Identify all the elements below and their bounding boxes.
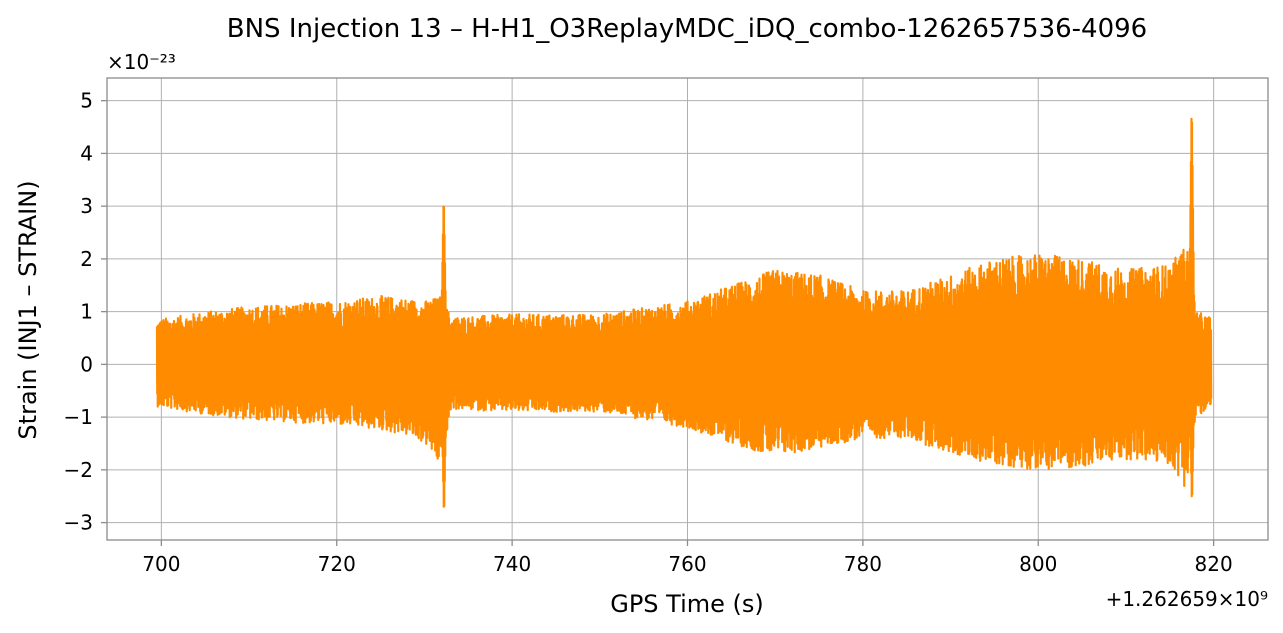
y-scale-multiplier: ×10⁻²³: [107, 50, 176, 74]
y-axis-ticks: −3 −2 −1 0 1 2 3 4 5: [64, 89, 107, 535]
y-tick-label: −2: [64, 458, 93, 482]
x-tick-label: 740: [493, 552, 531, 576]
x-offset-label: +1.262659×10⁹: [1106, 587, 1268, 611]
x-axis-label: GPS Time (s): [610, 590, 764, 618]
y-tick-label: −1: [64, 405, 93, 429]
x-tick-label: 800: [1019, 552, 1057, 576]
x-tick-label: 720: [318, 552, 356, 576]
chart-title: BNS Injection 13 – H-H1_O3ReplayMDC_iDQ_…: [227, 14, 1147, 44]
x-tick-label: 820: [1195, 552, 1233, 576]
series-line-strain: [155, 117, 1213, 508]
y-tick-label: 1: [80, 300, 93, 324]
series-layer: [155, 117, 1213, 508]
y-tick-label: 5: [80, 89, 93, 113]
y-tick-label: 3: [80, 194, 93, 218]
y-tick-label: 0: [80, 352, 93, 376]
y-tick-label: 4: [80, 141, 93, 165]
y-tick-label: 2: [80, 247, 93, 271]
x-axis-ticks: 700 720 740 760 780 800 820: [142, 540, 1233, 576]
y-axis-label: Strain (INJ1 – STRAIN): [14, 180, 42, 439]
y-tick-label: −3: [64, 511, 93, 535]
x-tick-label: 780: [844, 552, 882, 576]
x-tick-label: 760: [668, 552, 706, 576]
x-tick-label: 700: [142, 552, 180, 576]
